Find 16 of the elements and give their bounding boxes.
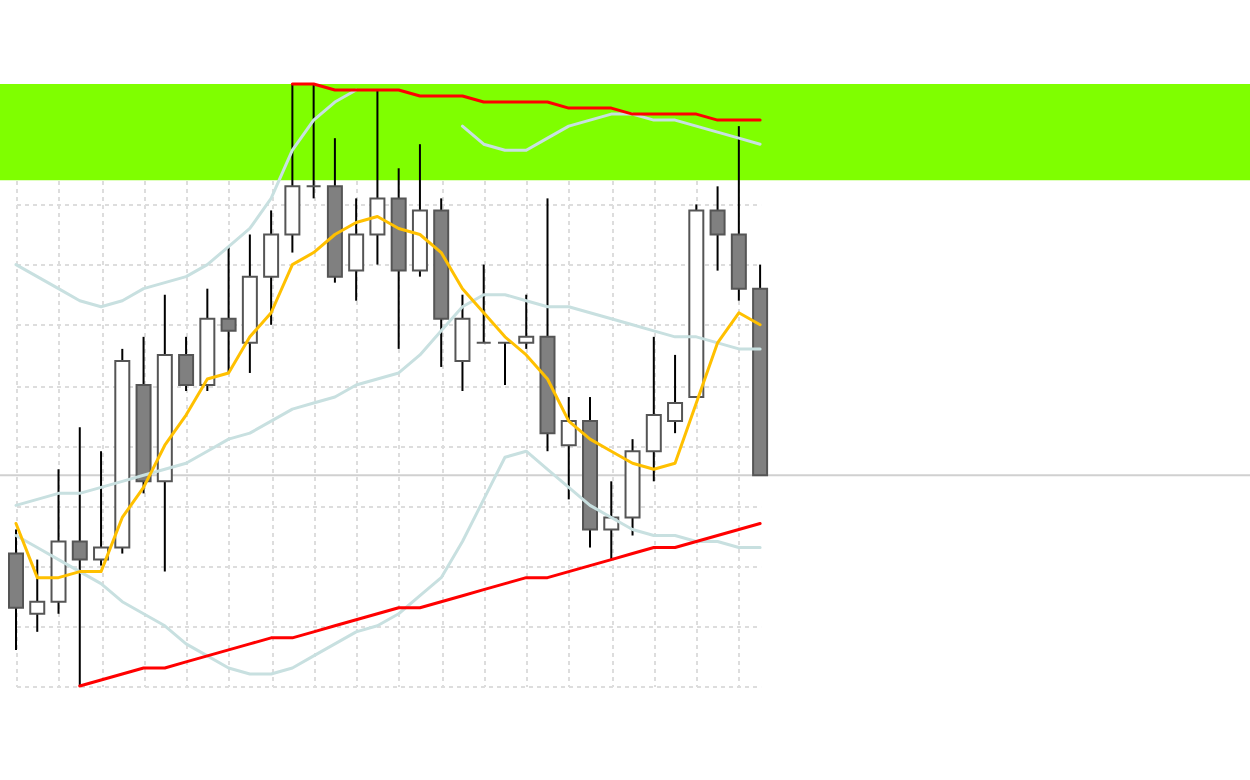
candlestick: [496, 341, 513, 386]
candlestick: [454, 293, 471, 393]
candlestick: [518, 293, 535, 350]
candlestick: [709, 185, 726, 272]
candlestick: [475, 263, 492, 344]
candlestick: [305, 83, 322, 200]
candlestick: [645, 335, 662, 483]
candlestick: [560, 396, 577, 501]
candlestick: [348, 197, 365, 302]
candlestick: [263, 209, 280, 326]
candlestick: [667, 353, 684, 435]
candlestick: [178, 335, 195, 393]
candlestick: [71, 426, 88, 687]
candlestick: [369, 89, 386, 266]
candlestick: [29, 558, 46, 633]
candlestick: [220, 245, 237, 374]
